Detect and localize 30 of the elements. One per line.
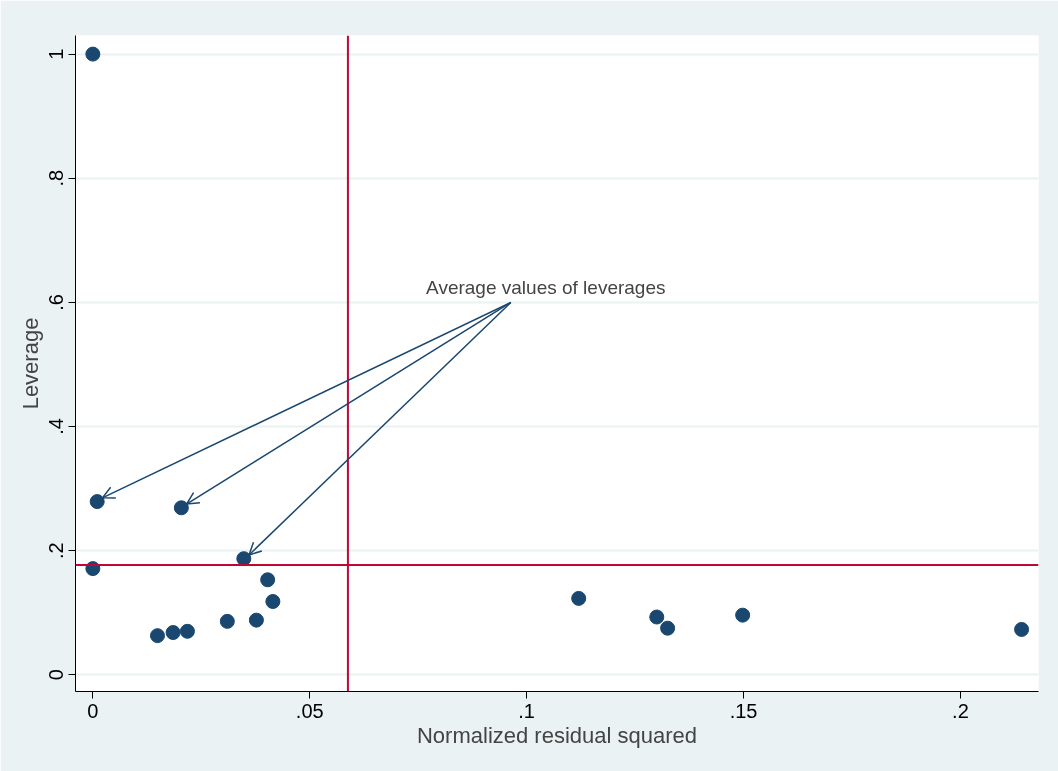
point — [660, 620, 676, 636]
point — [265, 594, 281, 609]
y-tick-label: 1 — [45, 48, 68, 60]
x-tick-label: .2 — [952, 699, 969, 722]
annotation: Average values of leverages — [426, 277, 666, 299]
point — [219, 613, 235, 629]
x-tick-label: .05 — [295, 699, 324, 722]
point — [179, 623, 195, 639]
x-tick-label: 0 — [87, 699, 99, 722]
y-tick-label: .6 — [45, 294, 68, 311]
point — [85, 46, 101, 62]
point — [649, 609, 665, 625]
x-axis-title: Normalized residual squared — [416, 722, 698, 748]
point — [1014, 621, 1030, 637]
point — [735, 607, 751, 623]
x-tick-label: .15 — [729, 699, 758, 722]
point — [165, 625, 181, 641]
y-tick-label: 0 — [45, 669, 68, 681]
x-tick-label: .1 — [518, 699, 535, 722]
y-axis-title: Leverage — [17, 317, 43, 410]
point — [149, 628, 165, 644]
y-tick-label: .4 — [45, 418, 68, 435]
point — [571, 590, 587, 606]
point — [173, 500, 189, 516]
point — [236, 551, 252, 567]
y-tick-label: .8 — [45, 169, 68, 187]
point — [89, 494, 105, 510]
y-tick-label: .2 — [45, 542, 68, 559]
point — [248, 612, 264, 628]
point — [260, 572, 276, 588]
